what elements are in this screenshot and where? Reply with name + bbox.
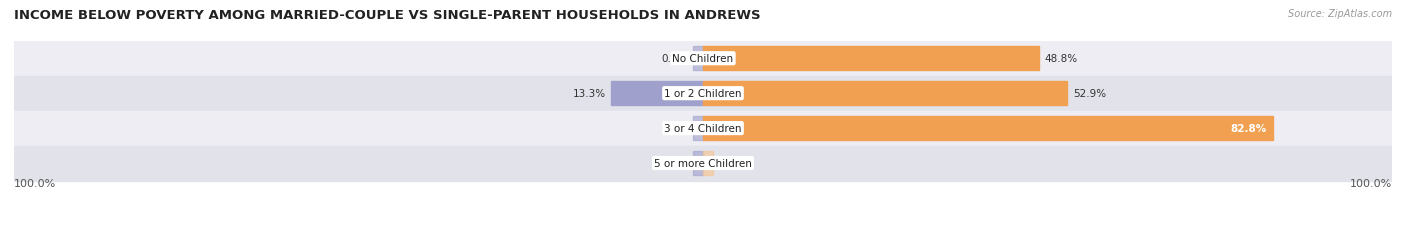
Text: 0.0%: 0.0%: [661, 124, 688, 134]
Text: 48.8%: 48.8%: [1045, 54, 1078, 64]
Bar: [703, 82, 1067, 106]
Text: 0.0%: 0.0%: [718, 158, 745, 168]
Text: 100.0%: 100.0%: [1350, 178, 1392, 188]
Bar: [693, 151, 703, 176]
Text: 52.9%: 52.9%: [1073, 89, 1107, 99]
Bar: [693, 47, 703, 71]
Text: Source: ZipAtlas.com: Source: ZipAtlas.com: [1288, 9, 1392, 19]
Bar: [703, 116, 1274, 141]
Text: INCOME BELOW POVERTY AMONG MARRIED-COUPLE VS SINGLE-PARENT HOUSEHOLDS IN ANDREWS: INCOME BELOW POVERTY AMONG MARRIED-COUPL…: [14, 9, 761, 22]
Bar: [14, 42, 1392, 76]
Bar: [693, 116, 703, 141]
Bar: [703, 47, 1039, 71]
Text: No Children: No Children: [672, 54, 734, 64]
Bar: [14, 146, 1392, 181]
Bar: [14, 111, 1392, 146]
Text: 100.0%: 100.0%: [14, 178, 56, 188]
Text: 82.8%: 82.8%: [1230, 124, 1267, 134]
Bar: [703, 151, 713, 176]
Text: 5 or more Children: 5 or more Children: [654, 158, 752, 168]
Text: 3 or 4 Children: 3 or 4 Children: [664, 124, 742, 134]
Text: 13.3%: 13.3%: [572, 89, 606, 99]
Text: 0.0%: 0.0%: [661, 54, 688, 64]
Bar: [14, 76, 1392, 111]
Text: 1 or 2 Children: 1 or 2 Children: [664, 89, 742, 99]
Bar: [612, 82, 703, 106]
Text: 0.0%: 0.0%: [661, 158, 688, 168]
